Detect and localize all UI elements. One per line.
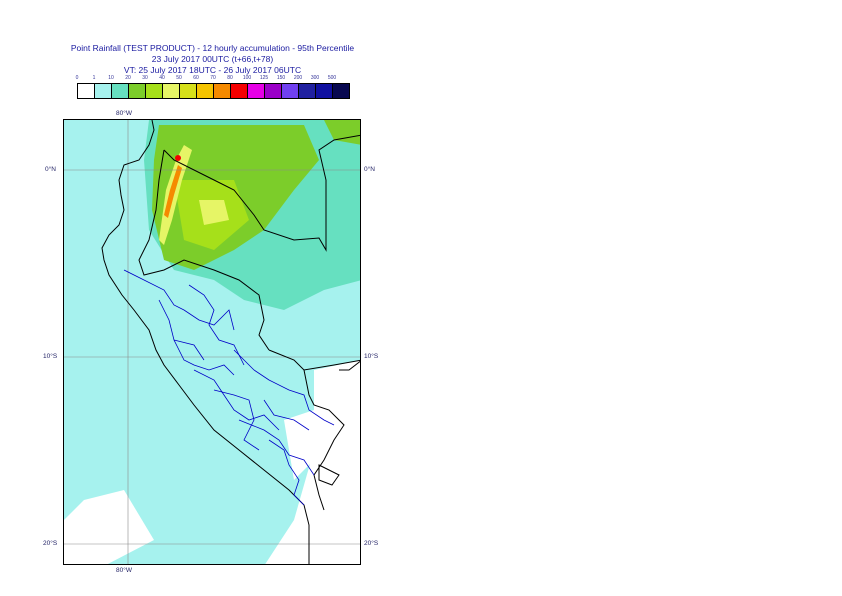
regional-borders	[123, 269, 335, 506]
legend-threshold-label: 500	[327, 75, 337, 81]
map-canvas	[64, 120, 360, 564]
andes-rain-core	[164, 165, 182, 218]
coastline	[101, 120, 310, 564]
no-rain-area-central	[284, 410, 324, 480]
legend-color-swatch	[145, 83, 163, 99]
region-border-1	[123, 269, 235, 331]
peak-rain-area	[199, 200, 229, 225]
legend-threshold-label: 30	[142, 75, 148, 81]
legend-color-swatch	[196, 83, 214, 99]
region-border-6	[238, 419, 315, 476]
map-title-line-1: Point Rainfall (TEST PRODUCT) - 12 hourl…	[70, 43, 355, 53]
legend-threshold-label: 50	[176, 75, 182, 81]
lon-label-top: 80°W	[116, 110, 132, 117]
region-border-4	[193, 369, 280, 431]
lake-titicaca	[318, 464, 340, 486]
lon-label-bottom: 80°W	[116, 567, 132, 574]
legend-color-swatch	[264, 83, 282, 99]
legend-color-swatch	[128, 83, 146, 99]
lat-label-20s-left: 20°S	[43, 540, 58, 547]
legend-threshold-label: 100	[242, 75, 252, 81]
legend-threshold-label: 0	[75, 75, 79, 81]
heavy-rain-area-ne	[324, 120, 360, 145]
legend-threshold-label: 20	[125, 75, 131, 81]
lat-label-10s-left: 10°S	[43, 353, 58, 360]
region-border-9	[173, 339, 205, 361]
region-border-8	[268, 439, 305, 506]
legend-color-swatch	[298, 83, 316, 99]
lat-label-10s-right: 10°S	[364, 353, 379, 360]
legend-threshold-label: 60	[193, 75, 199, 81]
no-rain-area-se	[265, 360, 360, 564]
region-border-3	[188, 284, 245, 366]
legend-color-swatch	[162, 83, 180, 99]
legend-color-swatch	[281, 83, 299, 99]
lat-label-20s-right: 20°S	[364, 540, 379, 547]
legend-threshold-label: 40	[159, 75, 165, 81]
no-rain-area-sw	[64, 490, 154, 564]
legend-color-swatch	[315, 83, 333, 99]
legend-threshold-label: 200	[293, 75, 303, 81]
legend-color-swatch	[213, 83, 231, 99]
legend-threshold-label: 300	[310, 75, 320, 81]
legend-threshold-label: 10	[108, 75, 114, 81]
legend-color-swatch	[94, 83, 112, 99]
legend-color-swatch	[332, 83, 350, 99]
map-title-line-2: 23 July 2017 00UTC (t+66,t+78)	[151, 54, 274, 64]
region-border-2	[158, 299, 235, 376]
legend-threshold-label: 70	[210, 75, 216, 81]
region-border-5	[213, 389, 260, 451]
legend-color-swatch	[179, 83, 197, 99]
lat-label-0-left: 0°N	[45, 166, 56, 173]
rainfall-color-legend: 0 1 10 20 30 40 50 60 70 80 100 125 150 200 300 500	[75, 75, 350, 101]
graticule	[64, 120, 360, 564]
region-border-10	[263, 399, 310, 431]
legend-color-swatch	[230, 83, 248, 99]
legend-color-swatch	[111, 83, 129, 99]
legend-threshold-label: 80	[227, 75, 233, 81]
map-title-line-3: VT: 25 July 2017 18UTC - 26 July 2017 06…	[123, 65, 302, 75]
region-border-7	[233, 349, 335, 426]
ecuador-peru-border	[138, 149, 270, 351]
rainfall-map	[63, 119, 361, 565]
legend-color-swatch	[77, 83, 95, 99]
lat-label-0-right: 0°N	[364, 166, 375, 173]
legend-color-swatch	[247, 83, 265, 99]
national-borders	[101, 120, 360, 564]
colombia-border	[163, 134, 360, 252]
peru-bolivia-border	[303, 369, 345, 511]
brazil-bolivia-border	[339, 360, 360, 371]
legend-threshold-label: 150	[276, 75, 286, 81]
rain-max-point	[175, 155, 181, 161]
legend-threshold-label: 125	[259, 75, 269, 81]
legend-threshold-label: 1	[92, 75, 96, 81]
